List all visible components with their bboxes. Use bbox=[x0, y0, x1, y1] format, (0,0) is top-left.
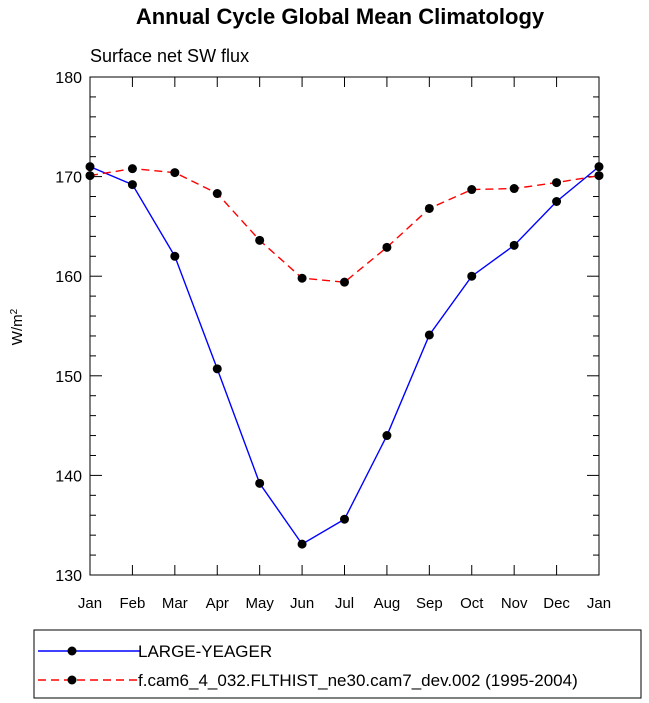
x-tick-label: Apr bbox=[206, 595, 229, 612]
series-0-point bbox=[424, 330, 434, 340]
plot-frame bbox=[89, 76, 600, 576]
x-tick-label: Sep bbox=[416, 595, 443, 612]
x-tick-label: Jul bbox=[335, 595, 354, 612]
y-axis-label-sup: 2 bbox=[9, 308, 20, 314]
svg-text:W/m2: W/m2 bbox=[9, 308, 27, 345]
series-0-point bbox=[127, 180, 137, 190]
legend-marker-1 bbox=[67, 675, 77, 685]
legend-box bbox=[33, 629, 642, 699]
series-1-point bbox=[255, 235, 265, 245]
chart-title: Annual Cycle Global Mean Climatology bbox=[136, 4, 545, 29]
series-1-point bbox=[170, 168, 180, 178]
x-tick-label: Feb bbox=[119, 595, 145, 612]
series-0-point bbox=[382, 431, 392, 441]
x-tick-label: Oct bbox=[460, 595, 484, 612]
series-1-point bbox=[509, 184, 519, 194]
series-1-point bbox=[297, 273, 307, 283]
x-tick-label: Jun bbox=[290, 595, 314, 612]
series-1-point bbox=[424, 203, 434, 213]
y-axis: 130 140 150 160 170 180 bbox=[55, 70, 599, 585]
series-1-point bbox=[212, 189, 222, 199]
legend: LARGE-YEAGER f.cam6_4_032.FLTHIST_ne30.ca… bbox=[38, 642, 578, 690]
series-0-point bbox=[594, 162, 604, 172]
y-tick-label: 140 bbox=[55, 468, 82, 485]
series-1-point bbox=[85, 171, 95, 181]
legend-marker-0 bbox=[67, 646, 77, 656]
series-0-point bbox=[552, 197, 562, 206]
series-0-point bbox=[467, 271, 477, 281]
series-line-0 bbox=[89, 165, 600, 546]
y-axis-label-base: W/m bbox=[9, 314, 26, 345]
x-tick-label: Mar bbox=[162, 595, 188, 612]
y-tick-label: 130 bbox=[55, 568, 82, 585]
chart-subtitle: Surface net SW flux bbox=[90, 46, 249, 66]
series-1-point bbox=[467, 185, 477, 195]
series-line-1 bbox=[89, 167, 600, 283]
series-1-point bbox=[382, 242, 392, 252]
series-1-point bbox=[594, 171, 604, 181]
legend-label-0: LARGE-YEAGER bbox=[138, 642, 272, 661]
series-0-point bbox=[212, 364, 222, 374]
y-tick-label: 180 bbox=[55, 70, 82, 87]
x-tick-label: Nov bbox=[501, 595, 528, 612]
series-0-point bbox=[509, 240, 519, 250]
x-tick-label: Jan bbox=[587, 595, 611, 612]
series-layer bbox=[85, 162, 604, 549]
legend-label-1: f.cam6_4_032.FLTHIST_ne30.cam7_dev.002 (… bbox=[138, 671, 578, 690]
y-tick-label: 160 bbox=[55, 269, 82, 286]
x-axis: Jan Feb Mar Apr May Jun Jul Aug Sep Oct Nov Dec Jan bbox=[78, 77, 611, 612]
series-0-point bbox=[85, 162, 95, 172]
y-tick-label: 170 bbox=[55, 170, 82, 187]
series-1-point bbox=[127, 164, 137, 174]
x-tick-label: Dec bbox=[543, 595, 570, 612]
x-tick-label: Aug bbox=[374, 595, 401, 612]
y-tick-label: 150 bbox=[55, 369, 82, 386]
series-0-point bbox=[255, 478, 265, 488]
series-0-point bbox=[340, 514, 349, 524]
y-axis-label: W/m2 bbox=[9, 308, 27, 345]
series-1-point bbox=[340, 277, 349, 287]
x-tick-label: Jan bbox=[78, 595, 102, 612]
series-0-point bbox=[170, 251, 180, 261]
series-1-point bbox=[552, 178, 562, 188]
series-0-point bbox=[297, 539, 307, 549]
x-tick-label: May bbox=[245, 595, 274, 612]
